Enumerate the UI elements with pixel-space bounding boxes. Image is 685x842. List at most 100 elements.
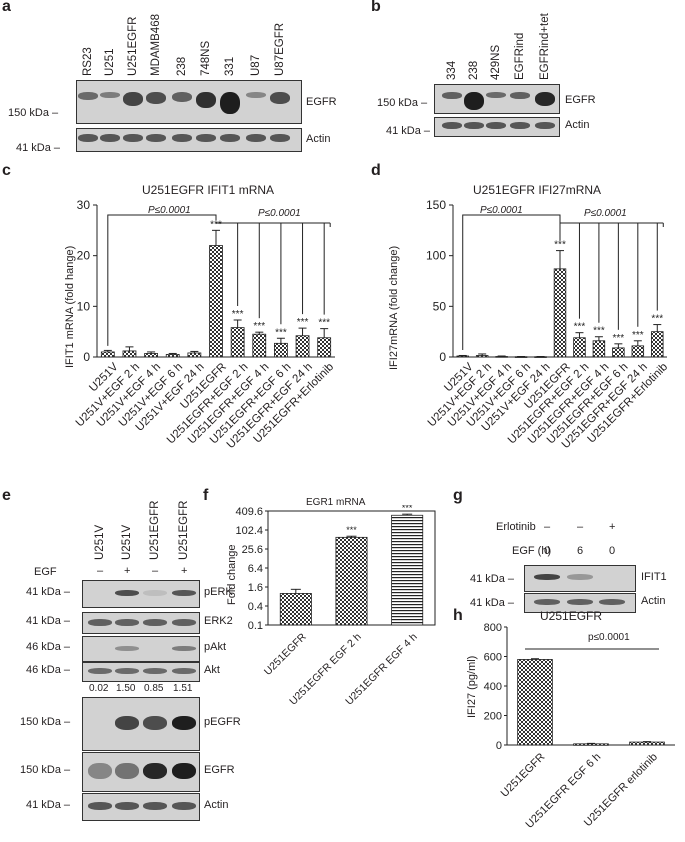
y-tick-label: 600 bbox=[484, 652, 502, 664]
bar bbox=[495, 356, 508, 358]
chart-f: 0.1 0.4 1.6 6.4 25.6 102.4 409.6 *** *** bbox=[235, 505, 436, 632]
actin-band bbox=[220, 134, 240, 142]
chart-f-title: EGR1 mRNA bbox=[306, 497, 366, 508]
y-tick-label: 1.6 bbox=[248, 582, 263, 594]
blot-band bbox=[115, 645, 139, 651]
panel-b-lane-label: 334 bbox=[446, 60, 458, 80]
blot-band bbox=[172, 802, 196, 810]
chart-h: 0 200 400 600 800 bbox=[484, 622, 675, 752]
panel-e-lane-label: U251EGFR bbox=[178, 500, 190, 560]
blot-band bbox=[115, 802, 139, 810]
chart-d: 0 50 100 150 *** *** *** *** *** *** bbox=[426, 198, 667, 364]
panel-e-lane-label: U251V bbox=[121, 524, 133, 560]
panel-b-egfr-label: EGFR bbox=[565, 94, 596, 106]
blot-target-label: pAkt bbox=[204, 641, 227, 653]
quant-value: 0.85 bbox=[144, 683, 164, 694]
panel-a-lane-label: MDAMB468 bbox=[150, 14, 162, 76]
bar bbox=[517, 659, 553, 746]
blot-band bbox=[88, 763, 112, 779]
egfr-band bbox=[270, 92, 290, 104]
blot-band bbox=[143, 716, 167, 730]
mw-marker: 150 kDa – bbox=[20, 716, 71, 728]
y-tick-label: 6.4 bbox=[248, 563, 263, 575]
egf-time: 6 bbox=[577, 545, 584, 557]
panel-a-lane-label: U87 bbox=[250, 54, 262, 76]
panel-a-lane-label: U87EGFR bbox=[274, 22, 286, 76]
panel-a-lane-label: U251EGFR bbox=[127, 16, 139, 76]
panel-a-lane-label: 748NS bbox=[200, 40, 212, 76]
bar bbox=[279, 593, 312, 626]
egfr-band bbox=[100, 92, 120, 98]
egf-sign: – bbox=[97, 565, 104, 577]
panel-g-mw-top: 41 kDa – bbox=[470, 573, 515, 585]
egf-time: 0 bbox=[609, 545, 616, 557]
y-tick-label: 400 bbox=[484, 681, 502, 693]
panel-g-actin-label: Actin bbox=[641, 595, 666, 607]
panel-a-egfr-label: EGFR bbox=[306, 96, 337, 108]
chart-c-pval-left: P≤0.0001 bbox=[148, 205, 191, 216]
panel-b-actin-label: Actin bbox=[565, 119, 590, 131]
panel-b-lane-label: EGFRind+tet bbox=[539, 13, 551, 80]
mw-marker: 150 kDa – bbox=[20, 764, 71, 776]
blot-strip bbox=[82, 636, 200, 662]
bar bbox=[573, 743, 609, 746]
chart-h-pval: p≤0.0001 bbox=[588, 632, 630, 643]
quant-value: 1.50 bbox=[116, 683, 136, 694]
bar bbox=[391, 514, 424, 626]
significance-mark: *** bbox=[554, 240, 566, 251]
panel-c-label: c bbox=[2, 162, 11, 179]
ifit1-band bbox=[534, 574, 560, 580]
significance-mark: *** bbox=[632, 330, 644, 341]
bar bbox=[475, 355, 489, 358]
bar bbox=[612, 347, 625, 358]
blot-band bbox=[143, 618, 167, 626]
significance-mark: *** bbox=[210, 219, 222, 230]
bar bbox=[631, 345, 645, 358]
quant-value: 1.51 bbox=[173, 683, 193, 694]
panel-a-actin-label: Actin bbox=[306, 133, 331, 145]
panel-a-egfr-blot bbox=[76, 80, 302, 124]
significance-mark: *** bbox=[613, 333, 625, 344]
significance-mark: *** bbox=[297, 317, 309, 328]
actin-band bbox=[534, 599, 560, 605]
significance-mark: *** bbox=[232, 309, 244, 320]
bar bbox=[187, 352, 202, 358]
blot-band bbox=[172, 763, 196, 779]
blot-strip bbox=[82, 662, 200, 682]
blot-target-label: ERK2 bbox=[204, 615, 233, 627]
egf-sign: + bbox=[124, 565, 131, 577]
egfr-band bbox=[246, 92, 266, 98]
y-tick-label: 200 bbox=[484, 711, 502, 723]
erlotinib-sign: – bbox=[577, 521, 584, 533]
y-tick-label: 0 bbox=[83, 350, 90, 364]
panel-e-label: e bbox=[2, 487, 11, 504]
egfr-band bbox=[196, 92, 216, 108]
y-tick-label: 100 bbox=[426, 249, 446, 263]
chart-c-pval-right: P≤0.0001 bbox=[258, 208, 301, 219]
y-tick-label: 0 bbox=[439, 350, 446, 364]
panel-a-lane-label: 331 bbox=[224, 56, 236, 76]
blot-target-label: pEGFR bbox=[204, 716, 241, 728]
bar bbox=[335, 536, 368, 626]
significance-mark: *** bbox=[253, 321, 265, 332]
panel-a-lane-label: 238 bbox=[176, 56, 188, 76]
blot-band bbox=[115, 668, 139, 674]
chart-c-title: U251EGFR IFIT1 mRNA bbox=[142, 183, 275, 197]
egf-time: 0 bbox=[544, 545, 551, 557]
panel-g-mw-bottom: 41 kDa – bbox=[470, 597, 515, 609]
panel-a-lane-label: RS23 bbox=[82, 47, 94, 76]
y-tick-label: 20 bbox=[77, 249, 91, 263]
bar bbox=[317, 337, 332, 358]
blot-band bbox=[172, 668, 196, 674]
blot-band bbox=[143, 763, 167, 779]
significance-mark: *** bbox=[275, 327, 287, 338]
blot-band bbox=[172, 590, 196, 596]
y-tick-label: 30 bbox=[77, 198, 91, 212]
actin-band bbox=[100, 134, 120, 142]
ifit1-band bbox=[567, 574, 593, 580]
egfr-band bbox=[123, 92, 143, 106]
egfr-band bbox=[510, 92, 530, 99]
egf-sign: – bbox=[152, 565, 159, 577]
bar bbox=[144, 353, 158, 358]
panel-a-mw-41: 41 kDa – bbox=[16, 142, 61, 154]
